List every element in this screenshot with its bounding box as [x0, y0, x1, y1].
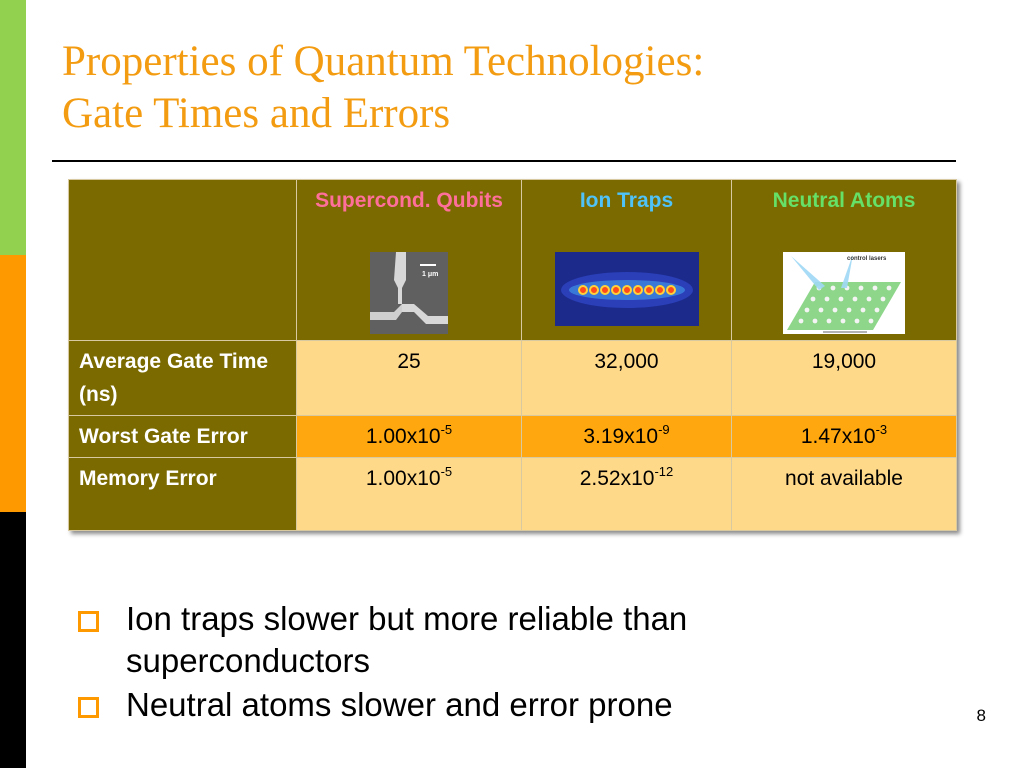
row-label-average-gate-time: Average Gate Time (ns) — [68, 340, 297, 416]
bullet-item: Neutral atoms slower and error prone — [76, 684, 936, 726]
table-row: Worst Gate Error 1.00x10-5 3.19x10-9 1.4… — [68, 415, 957, 458]
row-label-worst-gate-error: Worst Gate Error — [68, 415, 297, 458]
table-cell: 1.00x10-5 — [296, 415, 522, 458]
square-bullet-icon — [78, 697, 99, 718]
control-lasers-label: control lasers — [847, 256, 887, 262]
slide-title: Properties of Quantum Technologies: Gate… — [62, 36, 962, 140]
header-label-superconducting: Supercond. Qubits — [315, 189, 503, 212]
table-cell: 3.19x10-9 — [521, 415, 732, 458]
bullet-list: Ion traps slower but more reliable than … — [76, 598, 936, 728]
header-corner-cell — [68, 179, 297, 341]
header-cell-ion-traps: Ion Traps — [521, 179, 732, 341]
header-label-ion-traps: Ion Traps — [579, 189, 674, 212]
sidebar-strip-black — [0, 512, 26, 768]
sidebar-strip-green — [0, 0, 26, 255]
header-label-neutral-atoms: Neutral Atoms — [772, 189, 916, 212]
scale-bar-label: 1 μm — [422, 271, 438, 278]
header-cell-neutral-atoms: Neutral Atoms control lasers — [731, 179, 957, 341]
table-cell: not available — [731, 457, 957, 531]
sidebar-strip-orange — [0, 255, 26, 512]
table-cell: 32,000 — [521, 340, 732, 416]
properties-table: Supercond. Qubits 1 μm Ion Traps — [68, 179, 957, 531]
neutral-atom-lattice-image: control lasers — [783, 252, 905, 334]
table-cell: 1.00x10-5 — [296, 457, 522, 531]
bullet-text: Ion traps slower but more reliable than … — [126, 600, 688, 679]
header-cell-superconducting: Supercond. Qubits 1 μm — [296, 179, 522, 341]
table-cell: 19,000 — [731, 340, 957, 416]
table-row: Average Gate Time (ns) 25 32,000 19,000 — [68, 340, 957, 416]
superconducting-qubit-image: 1 μm — [370, 252, 448, 334]
ion-trap-image — [554, 252, 699, 326]
title-divider — [52, 160, 956, 162]
table-cell: 2.52x10-12 — [521, 457, 732, 531]
square-bullet-icon — [78, 611, 99, 632]
table-row: Memory Error 1.00x10-5 2.52x10-12 not av… — [68, 457, 957, 531]
title-line-1: Properties of Quantum Technologies: — [62, 38, 705, 85]
table-header-row: Supercond. Qubits 1 μm Ion Traps — [68, 179, 957, 341]
row-label-memory-error: Memory Error — [68, 457, 297, 531]
table-cell: 1.47x10-3 — [731, 415, 957, 458]
page-number: 8 — [976, 706, 986, 725]
title-line-2: Gate Times and Errors — [62, 90, 451, 137]
table-cell: 25 — [296, 340, 522, 416]
bullet-item: Ion traps slower but more reliable than … — [76, 598, 936, 682]
bullet-text: Neutral atoms slower and error prone — [126, 686, 673, 723]
